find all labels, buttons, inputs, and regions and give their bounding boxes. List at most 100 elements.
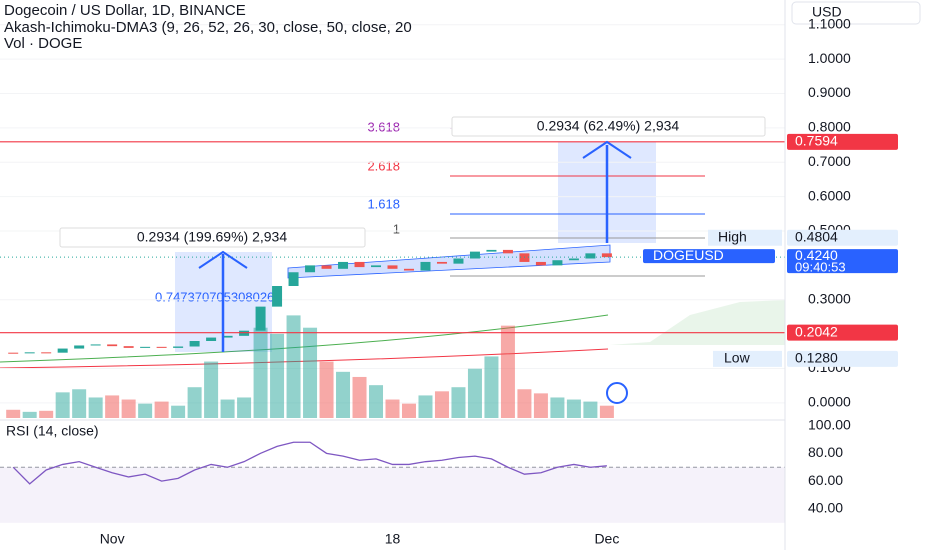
candle-body [601,253,612,258]
candle-body [453,258,464,264]
fib-label: 1.618 [367,196,400,211]
candle-body [107,344,118,347]
high-value: 0.4804 [795,228,838,244]
ichimoku-cloud [610,300,785,345]
low-value: 0.1280 [795,350,838,366]
fib-label: 3.618 [367,119,400,134]
candle-body [288,272,299,286]
candle-body [206,337,217,341]
candle-body [74,345,85,349]
volume-bar [451,387,466,418]
rsi-tick-label: 40.00 [808,500,843,516]
currency-button[interactable] [791,1,921,25]
candle-body [535,261,546,266]
y-tick-label: 0.0000 [808,394,851,410]
indicator-legend: Akash-Ichimoku-DMA3 (9, 26, 52, 26, 30, … [4,19,412,36]
y-tick-label: 0.9000 [808,84,851,100]
high-tag: High [718,228,747,244]
last-price-box [787,249,898,274]
candle-body [156,346,167,348]
candle-body [8,352,19,354]
volume-bar [286,315,301,418]
candle-body [552,260,563,266]
volume-bar [550,397,565,418]
volume-bar [401,403,416,418]
chart-title: Dogecoin / US Dollar, 1D, BINANCE [4,2,246,19]
volume-bar [72,389,87,418]
candle-body [436,261,447,264]
channel [287,244,611,279]
candle-body [568,258,579,261]
volume-bar [484,356,499,418]
volume-bar [467,368,482,418]
moving-average [0,314,609,363]
y-tick-label: 0.8000 [808,119,851,135]
candle-body [354,261,365,268]
y-tick-label: 0.7000 [808,153,851,169]
candle-body [173,346,184,348]
volume-bar [55,392,70,418]
x-tick-label: Nov [100,531,125,547]
price-level-label: 0.2042 [795,323,838,339]
volume-bar [154,401,169,418]
fib-label: 0.7473707053080267 [155,289,282,304]
candle-body [123,346,134,348]
x-tick-label: Dec [594,531,619,547]
symbol: DOGEUSD [653,247,724,263]
volume-bar [39,410,54,418]
fib-label: 1 [393,221,400,236]
measure-arrow [582,140,632,159]
volume-legend: Vol · DOGE [4,35,82,52]
y-tick-label: 0.6000 [808,187,851,203]
candle-body [222,335,233,338]
last-price: 0.4240 [795,247,838,263]
rsi-tick-label: 100.00 [808,416,851,432]
volume-bar [599,405,614,418]
low-tag-box [713,350,782,367]
event-icon[interactable] [606,382,628,404]
price-level-label-box [787,133,898,150]
candle-body [41,352,52,354]
candle-body [403,268,414,271]
currency[interactable]: USD [812,4,842,20]
volume-bar [385,399,400,418]
volume-bar [369,385,384,418]
volume-bar [187,387,202,418]
candle-body [189,341,200,347]
candle-body [272,286,283,307]
candle-body [371,265,382,268]
high-value-box [787,229,898,246]
candle-body [57,348,68,353]
candle-body [519,253,530,262]
moving-average [0,348,609,369]
candle-body [469,251,480,259]
volume-bar [237,397,252,418]
rsi-line [12,441,607,485]
volume-bar [352,376,367,418]
rsi-band [0,467,785,523]
measure-label: 0.2934 (199.69%) 2,934 [137,229,287,245]
candle-body [387,265,398,269]
candle-body [486,249,497,252]
y-tick-label: 1.1000 [808,15,851,31]
rsi-title: RSI (14, close) [6,423,99,439]
volume-bar [204,361,219,418]
candle-body [420,261,431,271]
volume-bar [319,361,334,418]
candle-body [140,346,151,348]
low-value-box [787,350,898,367]
symbol-box [643,249,775,264]
measure-label-box [451,116,766,137]
candle-body [24,352,35,354]
volume-bar [253,327,268,418]
volume-bar [500,325,515,418]
candle-body [502,249,513,254]
countdown: 09:40:53 [795,260,846,275]
price-level-label-box [787,324,898,341]
volume-bar [517,389,532,418]
candle-body [321,265,332,269]
volume-bar [105,395,120,418]
volume-bar [88,397,103,418]
volume-bar [434,391,449,418]
